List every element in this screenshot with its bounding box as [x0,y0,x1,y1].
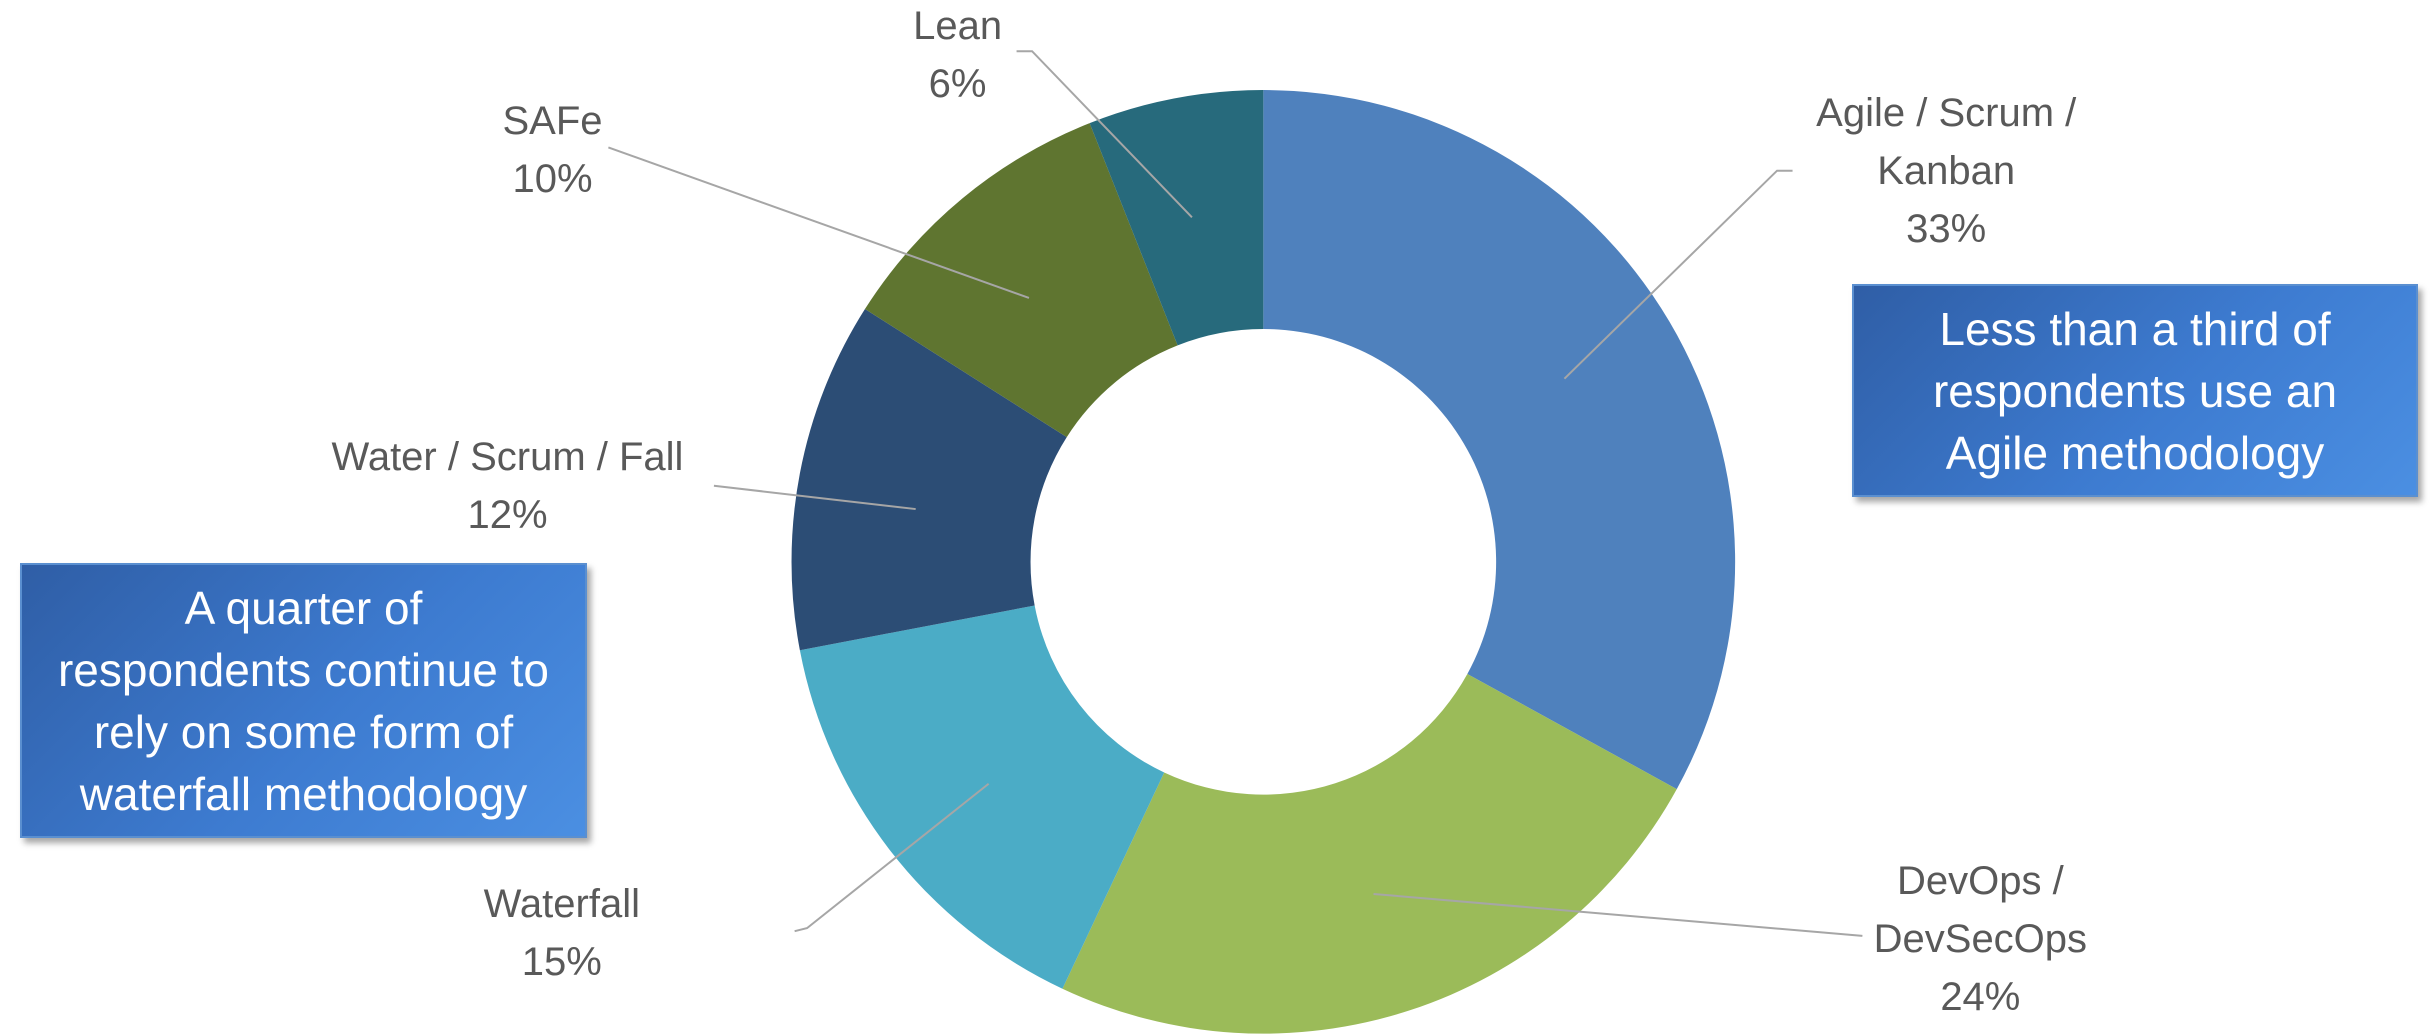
slice-value-label: 15% [521,940,602,985]
leader-line [1373,892,1863,937]
leader-line [608,146,1030,299]
slice-label: Lean [913,3,1003,48]
slice-label: Water / Scrum / Fall [331,435,684,480]
slice-value-label: 33% [1906,206,1987,251]
donut-slice [791,309,1067,651]
donut-slice [799,605,1165,989]
donut-slice [1062,673,1677,1034]
slice-label: SAFe [502,98,603,143]
slice-label: Waterfall [483,882,640,927]
callout-box: A quarter of respondents continue to rel… [20,563,587,838]
slice-value-label: 10% [512,156,593,201]
donut-slice [864,123,1178,438]
callout-text: Less than a third of respondents use an … [1932,302,2338,479]
leader-line [1563,169,1793,380]
callout-text: A quarter of respondents continue to rel… [57,581,550,820]
slice-value-label: 6% [928,61,987,106]
leader-line [1016,50,1193,218]
donut-slice [1089,90,1264,346]
donut-slice [1263,90,1736,790]
callout-box: Less than a third of respondents use an … [1852,284,2418,497]
slice-label: Agile / Scrum / Kanban [1816,90,2077,193]
slice-value-label: 24% [1940,975,2021,1020]
leader-line [794,782,990,933]
slice-label: DevOps / DevSecOps [1873,859,2088,962]
slice-value-label: 12% [467,493,548,538]
leader-line [713,484,916,511]
